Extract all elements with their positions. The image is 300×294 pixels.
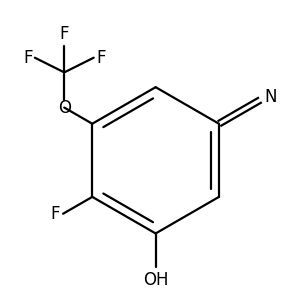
Text: N: N <box>265 88 277 106</box>
Text: O: O <box>58 98 71 116</box>
Text: F: F <box>96 49 105 67</box>
Text: F: F <box>23 49 33 67</box>
Text: F: F <box>51 205 60 223</box>
Text: OH: OH <box>143 270 168 289</box>
Text: F: F <box>59 25 69 44</box>
